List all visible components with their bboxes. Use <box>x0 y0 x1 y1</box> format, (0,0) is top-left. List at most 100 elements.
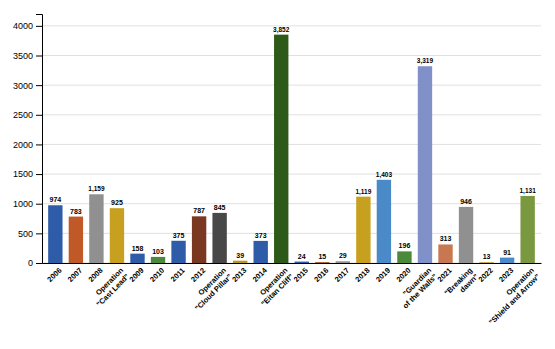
tick-mark <box>36 174 42 175</box>
tick-label: 2017 <box>333 266 351 284</box>
y-axis: 05001000150020002500300035004000 <box>13 15 43 269</box>
tick-label-line: "Cloud Pillar" <box>193 272 234 313</box>
tick-label-line: 2010 <box>148 266 166 284</box>
bar <box>254 241 268 263</box>
tick: 2020 <box>394 266 412 284</box>
data-label: 783 <box>70 208 82 215</box>
tick-label-line: 2016 <box>312 266 330 284</box>
tick-label: 2000 <box>13 140 33 150</box>
bar <box>356 197 370 263</box>
tick-mark <box>36 144 42 145</box>
bar <box>171 241 185 263</box>
axis-line <box>36 15 43 264</box>
tick: Operation"Cloud Pillar" <box>187 266 234 313</box>
tick-label: 2010 <box>148 266 166 284</box>
bar <box>130 254 144 263</box>
tick: 2010 <box>148 266 166 284</box>
bar <box>418 66 432 263</box>
tick: 2013 <box>230 266 248 284</box>
tick-label-line: 2023 <box>497 266 515 284</box>
tick-label-line: 2011 <box>169 266 187 284</box>
bar <box>274 35 288 263</box>
tick: 2017 <box>333 266 351 284</box>
tick-label-line: 2022 <box>477 266 495 284</box>
bar <box>520 196 534 263</box>
tick-label: 2021 <box>436 266 454 284</box>
bar <box>479 262 493 263</box>
tick-label-line: "Shield and Arrow" <box>487 272 542 327</box>
tick-label: 1000 <box>13 199 33 209</box>
tick: 2011 <box>169 266 187 284</box>
tick: 2019 <box>374 266 392 284</box>
tick-label-line: 2015 <box>292 266 310 284</box>
bar <box>192 216 206 263</box>
tick-label-line: 2007 <box>66 266 84 284</box>
data-label: 1,131 <box>520 187 537 195</box>
tick: 0 <box>28 258 42 268</box>
chart: 9747831,159925158103375787845393733,8522… <box>0 0 555 349</box>
tick: 2009 <box>128 266 146 284</box>
grid-line <box>42 174 541 175</box>
bar <box>110 208 124 263</box>
tick-label-line: 2013 <box>230 266 248 284</box>
tick-label-line: "Cast Lead" <box>94 272 131 309</box>
bar <box>336 261 350 263</box>
bars <box>48 35 535 263</box>
tick-label-line: 2012 <box>189 266 207 284</box>
tick: Operation"Shield and Arrow" <box>481 266 542 327</box>
bar <box>438 244 452 263</box>
grid <box>42 26 541 263</box>
tick: 2016 <box>312 266 330 284</box>
tick: 2007 <box>66 266 84 284</box>
tick-label-line: 2006 <box>45 266 63 284</box>
tick: 2021 <box>436 266 454 284</box>
tick: 4000 <box>13 21 42 31</box>
tick-label: 1500 <box>13 169 33 179</box>
tick-mark <box>36 115 42 116</box>
data-label: 1,119 <box>355 188 371 196</box>
grid-line <box>42 144 541 145</box>
grid-line <box>42 55 541 56</box>
tick-label: 2018 <box>353 266 371 284</box>
data-label: 375 <box>173 232 185 239</box>
tick-label: Operation"Shield and Arrow" <box>481 266 542 327</box>
data-label: 313 <box>440 235 452 242</box>
tick-label: 2500 <box>13 110 33 120</box>
tick-label: 2012 <box>189 266 207 284</box>
data-label: 3,319 <box>417 57 434 65</box>
data-label: 158 <box>132 245 144 252</box>
data-label: 3,852 <box>273 26 290 34</box>
tick-mark <box>36 204 42 205</box>
tick: 2018 <box>353 266 371 284</box>
data-label: 974 <box>50 196 62 203</box>
tick-label: 2019 <box>374 266 392 284</box>
data-label: 845 <box>214 204 226 211</box>
tick-label: 2007 <box>66 266 84 284</box>
tick-label: 2020 <box>394 266 412 284</box>
tick-mark <box>36 233 42 234</box>
grid-line <box>42 85 541 86</box>
data-label: 13 <box>483 253 491 260</box>
tick: 3500 <box>13 51 42 61</box>
tick-label: Operation"Cast Lead" <box>88 266 131 309</box>
data-label: 1,403 <box>376 171 393 179</box>
tick: 3000 <box>13 81 42 91</box>
plot: 9747831,159925158103375787845393733,8522… <box>13 15 542 327</box>
bar <box>69 217 83 263</box>
axis-line <box>43 263 542 264</box>
tick-label-line: "Eitan Cliff" <box>259 272 295 308</box>
tick: 2023 <box>497 266 515 284</box>
tick: "Breakingdawn" <box>443 266 481 304</box>
data-label: 15 <box>318 253 326 260</box>
tick: 2006 <box>45 266 63 284</box>
tick-mark <box>36 85 42 86</box>
data-label: 91 <box>503 249 511 256</box>
data-label: 29 <box>339 252 347 259</box>
tick-label: 2016 <box>312 266 330 284</box>
tick: Operation"Eitan Cliff" <box>253 266 296 309</box>
tick-label: 2011 <box>169 266 187 284</box>
tick: 1500 <box>13 169 42 179</box>
bar <box>500 258 514 263</box>
tick-label: 3000 <box>13 81 33 91</box>
tick: 2015 <box>292 266 310 284</box>
